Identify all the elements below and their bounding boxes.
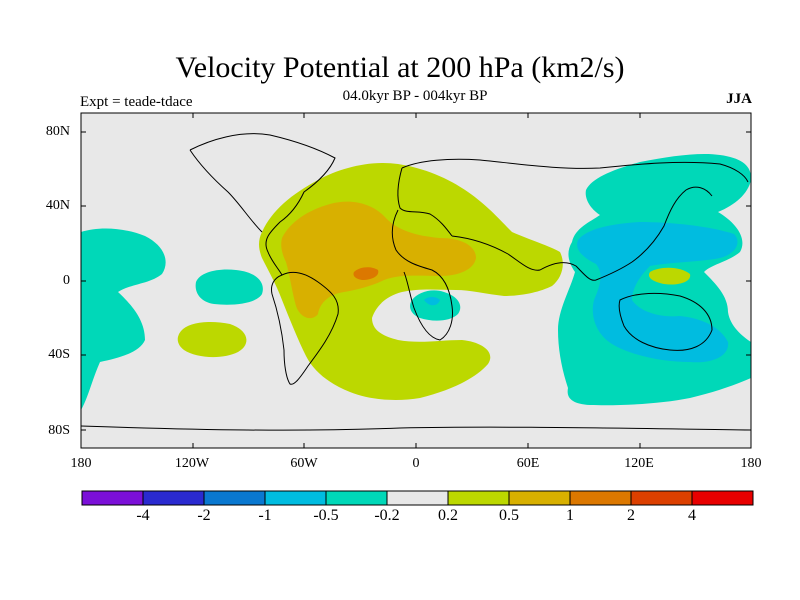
lat-tick-label: 0 — [63, 273, 70, 288]
colorbar-swatch — [81, 490, 144, 506]
colorbar-swatch — [569, 490, 632, 506]
colorbar-label: -2 — [197, 507, 211, 524]
colorbar-swatch — [691, 490, 754, 506]
colorbar — [81, 490, 754, 506]
lat-tick-label: 80S — [48, 423, 70, 438]
colorbar-label: 0.2 — [438, 507, 458, 524]
positive-small-indonesia-region — [648, 267, 691, 285]
colorbar-label: 4 — [688, 507, 696, 524]
lon-tick-label: 180 — [70, 456, 92, 471]
axis-ticks — [81, 113, 751, 448]
lon-tick-label: 180 — [740, 456, 762, 471]
colorbar-label: -0.5 — [313, 507, 339, 524]
colorbar-label: -0.2 — [374, 507, 400, 524]
lat-tick-label: 40N — [45, 198, 70, 213]
lon-tick-label: 0 — [412, 456, 420, 471]
colorbar-swatch — [264, 490, 327, 506]
season-label: JJA — [726, 91, 752, 107]
colorbar-swatch — [630, 490, 693, 506]
colorbar-swatch — [447, 490, 510, 506]
colorbar-label: 2 — [627, 507, 635, 524]
lat-tick-label: 80N — [45, 124, 70, 139]
map-subtitle: 04.0kyr BP - 004kyr BP — [342, 88, 488, 104]
negative-pacific-west-region — [81, 228, 166, 410]
coastlines — [81, 133, 751, 431]
lon-tick-label: 60W — [290, 456, 318, 471]
positive-pacific-region — [177, 322, 247, 358]
lon-tick-label: 120W — [174, 456, 210, 471]
positive-core-region — [281, 201, 476, 319]
colorbar-swatch — [508, 490, 571, 506]
experiment-label: Expt = teade-tdace — [80, 94, 193, 110]
colorbar-swatch — [203, 490, 266, 506]
colorbar-label: -4 — [136, 507, 150, 524]
negative-atlantic-region — [410, 290, 461, 321]
lon-tick-label: 120E — [624, 456, 654, 471]
colorbar-label: 0.5 — [499, 507, 519, 524]
positive-peak-region — [353, 267, 379, 280]
negative-core-asia-region — [577, 222, 738, 363]
lat-tick-label: 40S — [48, 347, 70, 362]
colorbar-label: -1 — [258, 507, 272, 524]
negative-small-pacific-region — [195, 269, 263, 305]
colorbar-swatch — [142, 490, 205, 506]
map-title: Velocity Potential at 200 hPa (km2/s) — [175, 51, 625, 84]
negative-core-small-region — [424, 297, 440, 306]
colorbar-swatch — [386, 490, 449, 506]
colorbar-label: 1 — [566, 507, 574, 524]
lon-tick-label: 60E — [516, 456, 540, 471]
colorbar-swatch — [325, 490, 388, 506]
